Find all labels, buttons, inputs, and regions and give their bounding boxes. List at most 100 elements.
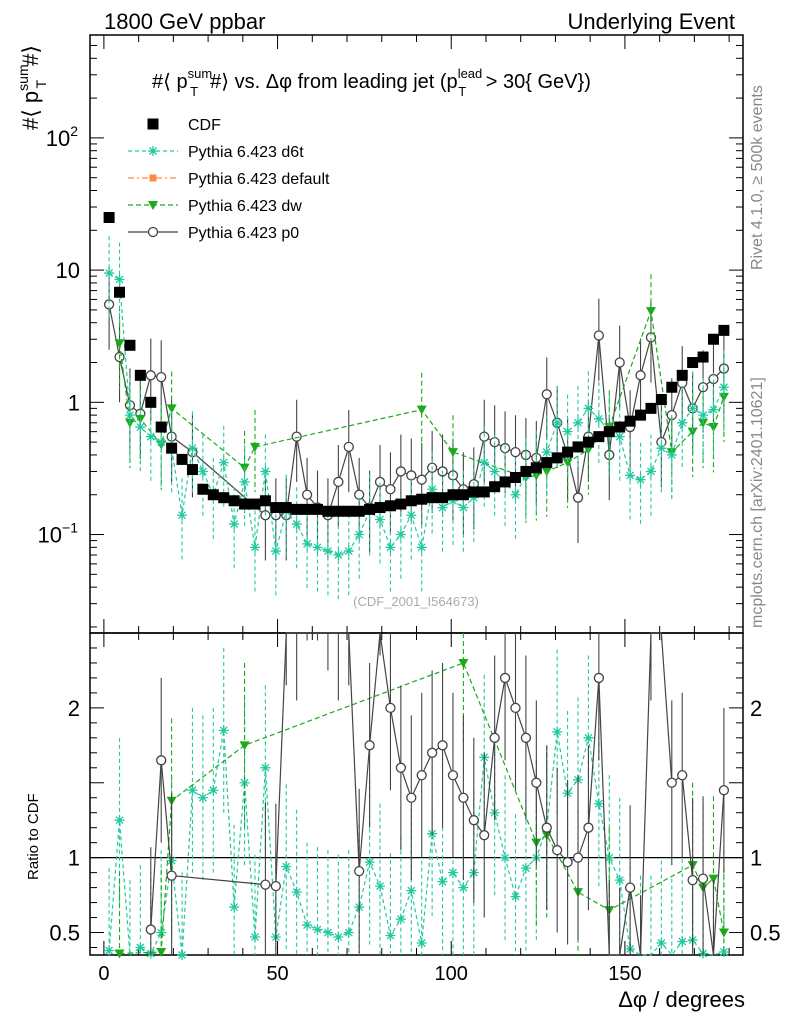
pythia-6-423-d6t-ratio-point bbox=[333, 932, 344, 943]
cdf-point bbox=[468, 486, 480, 498]
pythia-6-423-p0-point bbox=[145, 370, 156, 381]
pythia-6-423-p0-ratio-point bbox=[562, 856, 573, 868]
cdf-point bbox=[395, 498, 407, 510]
axis-ticks: 0 50 100 150 10−1 1 10 102 0.5 0.5 1 1 2 2 bbox=[38, 34, 781, 985]
pythia-6-423-p0-ratio-point bbox=[395, 762, 407, 773]
pythia-6-423-p0-ratio-point bbox=[697, 873, 709, 884]
pythia-6-423-d6t-point bbox=[593, 413, 604, 424]
pythia-6-423-p0-point bbox=[510, 446, 521, 458]
pythia-6-423-d6t-ratio-point bbox=[677, 936, 688, 947]
pythia-6-423-d6t-point bbox=[552, 417, 563, 428]
pythia-6-423-d6t-ratio-point bbox=[229, 902, 240, 913]
pythia-6-423-p0-ratio-point bbox=[552, 845, 563, 856]
pythia-6-423-d6t-point bbox=[312, 542, 323, 553]
pythia-6-423-p0-ratio-point bbox=[583, 822, 594, 833]
pythia-6-423-p0-line bbox=[108, 304, 725, 517]
ratio-marks bbox=[104, 632, 730, 960]
pythia-6-423-p0-ratio-point bbox=[624, 882, 636, 893]
cdf-point bbox=[291, 503, 303, 515]
pythia-6-423-d6t-point bbox=[479, 457, 490, 468]
chart-title: #⟨ psum T #⟩ vs. Δφ from leading jet (plea… bbox=[152, 66, 591, 99]
title-sup2: lead bbox=[458, 66, 483, 81]
pythia-6-423-d6t-point bbox=[187, 443, 198, 454]
cdf-point bbox=[186, 464, 198, 476]
pythia-6-423-d6t-point bbox=[687, 403, 698, 414]
pythia-6-423-d6t-ratio-point bbox=[281, 861, 292, 872]
cdf-point bbox=[499, 476, 511, 488]
pythia-6-423-dw-ratio-point bbox=[718, 928, 729, 938]
pythia-6-423-p0-ratio-point bbox=[531, 777, 542, 788]
pythia-6-423-d6t-point bbox=[375, 514, 386, 525]
data-marks bbox=[103, 211, 730, 601]
pythia-6-423-d6t-ratio-point bbox=[187, 785, 198, 796]
pythia-6-423-p0-point bbox=[156, 372, 167, 383]
pythia-6-423-d6t-ratio-point bbox=[291, 887, 302, 898]
pythia-6-423-p0-point bbox=[385, 484, 396, 495]
pythia-6-423-dw-ratio-point bbox=[458, 658, 469, 668]
pythia-6-423-p0-point bbox=[395, 466, 407, 477]
cdf-point bbox=[457, 489, 469, 501]
pythia-6-423-d6t-ratio-point bbox=[218, 725, 229, 736]
y-tick-label: 102 bbox=[46, 123, 78, 151]
pythia-6-423-dw-ratio-point bbox=[708, 874, 719, 884]
pythia-6-423-d6t-point bbox=[427, 484, 438, 495]
pythia-6-423-p0-ratio-point bbox=[270, 880, 281, 892]
pythia-6-423-d6t-point bbox=[666, 449, 677, 460]
y-label-sub: T bbox=[33, 79, 49, 88]
title-mid: #⟩ vs. Δφ from leading jet (p bbox=[210, 71, 458, 93]
pythia-6-423-d6t-ratio-point bbox=[385, 930, 396, 941]
pythia-6-423-p0-ratio-point bbox=[156, 755, 167, 766]
header-right: Underlying Event bbox=[567, 9, 735, 34]
pythia-6-423-p0-ratio-point bbox=[166, 870, 177, 881]
pythia-6-423-d6t-point bbox=[406, 510, 417, 521]
pythia-6-423-p0-ratio-point bbox=[426, 747, 438, 758]
cdf-point bbox=[676, 369, 688, 381]
pythia-6-423-d6t-point bbox=[395, 529, 406, 540]
pythia-6-423-d6t-ratio-point bbox=[447, 867, 458, 878]
y-tick-label: 1 bbox=[68, 390, 80, 415]
ratio-tick-label-right: 0.5 bbox=[750, 921, 781, 946]
pythia-6-423-d6t-ratio-point bbox=[406, 885, 417, 896]
cdf-point bbox=[322, 505, 334, 517]
cdf-point bbox=[447, 489, 459, 501]
cdf-point bbox=[707, 333, 719, 345]
ratio-tick-label: 2 bbox=[68, 696, 80, 721]
pythia-6-423-d6t-point bbox=[218, 457, 229, 468]
cdf-point bbox=[478, 486, 490, 498]
pythia-6-423-d6t-point bbox=[677, 417, 688, 428]
cdf-point bbox=[437, 492, 449, 504]
cdf-point bbox=[218, 492, 230, 504]
ratio-y-label: Ratio to CDF bbox=[25, 793, 42, 880]
pythia-6-423-p0-ratio-point bbox=[499, 672, 511, 684]
pythia-6-423-p0-ratio-point bbox=[468, 815, 479, 826]
pythia-6-423-d6t-point bbox=[114, 274, 125, 285]
cdf-point bbox=[166, 442, 178, 454]
pythia-6-423-d6t-point bbox=[416, 542, 427, 553]
pythia-6-423-d6t-point bbox=[698, 410, 709, 421]
legend-pythia-6-423-dw-marker bbox=[148, 201, 158, 210]
y-axis-label: #⟨ psum T #⟩ bbox=[15, 45, 49, 130]
pythia-6-423-d6t-point bbox=[447, 495, 458, 506]
y-label-suffix: #⟩ bbox=[18, 45, 43, 66]
pythia-6-423-dw-point bbox=[718, 392, 729, 402]
pythia-6-423-p0-point bbox=[593, 330, 605, 341]
pythia-6-423-d6t-point bbox=[583, 403, 594, 414]
pythia-6-423-d6t-ratio-point bbox=[104, 945, 115, 956]
legend-pythia-6-423-dw-label: Pythia 6.423 dw bbox=[188, 198, 302, 215]
legend: CDF Pythia 6.423 d6t Pythia 6.423 default P… bbox=[128, 117, 330, 242]
pythia-6-423-d6t-point bbox=[354, 529, 365, 540]
pythia-6-423-p0-ratio-point bbox=[145, 924, 156, 935]
pythia-6-423-d6t-ratio-point bbox=[312, 924, 323, 935]
pythia-6-423-d6t-ratio-point bbox=[614, 875, 625, 886]
pythia-6-423-p0-ratio-point bbox=[572, 852, 584, 863]
pythia-6-423-p0-ratio-point bbox=[260, 879, 271, 890]
cdf-point bbox=[666, 381, 678, 393]
header-left: 1800 GeV ppbar bbox=[104, 9, 265, 34]
pythia-6-423-p0-point bbox=[614, 357, 625, 368]
legend-pythia-6-423-p0-marker bbox=[147, 226, 159, 238]
pythia-6-423-d6t-point bbox=[260, 466, 271, 477]
cdf-point bbox=[718, 324, 730, 336]
cdf-point bbox=[562, 446, 574, 458]
pythia-6-423-d6t-point bbox=[156, 437, 167, 448]
